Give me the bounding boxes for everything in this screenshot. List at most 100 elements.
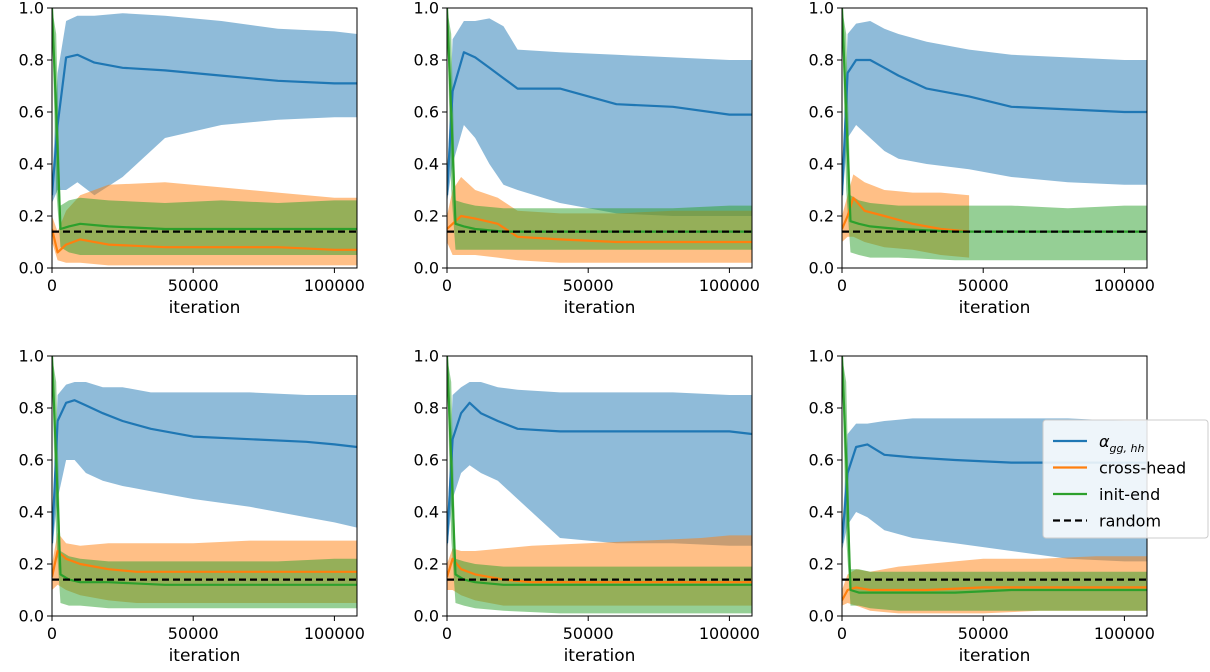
y-tick-label: 0.0 — [809, 259, 834, 278]
init-line — [52, 356, 357, 586]
panel-5: 0.0 0.2 0.4 0.6 0.8 1.0 0 50000 100000 iteration — [414, 347, 760, 667]
alpha-line — [52, 399, 357, 544]
x-tick-label: 0 — [47, 276, 57, 295]
alpha-band — [447, 382, 752, 551]
y-tick-label: 0.8 — [19, 399, 44, 418]
x-tick-label: 50000 — [958, 276, 1009, 295]
y-tick-label: 0.6 — [414, 451, 439, 470]
y-tick-label: 1.0 — [19, 347, 44, 366]
y-tick-label: 0.2 — [809, 207, 834, 226]
x-tick-label: 100000 — [304, 624, 365, 643]
legend-label-init: init-end — [1099, 485, 1160, 504]
x-tick-label: 100000 — [699, 624, 760, 643]
init-band — [842, 356, 1147, 611]
y-tick-label: 0.6 — [19, 451, 44, 470]
y-tick-label: 0.0 — [414, 259, 439, 278]
x-tick-label: 0 — [837, 276, 847, 295]
y-tick-label: 0.4 — [414, 155, 439, 174]
cross-line — [52, 549, 357, 578]
y-tick-label: 0.6 — [809, 103, 834, 122]
legend: αgg, hh cross-head init-end random — [1042, 419, 1209, 539]
init-band — [447, 8, 752, 250]
y-tick-label: 0.2 — [414, 207, 439, 226]
x-tick-label: 0 — [47, 624, 57, 643]
cross-line — [447, 214, 752, 244]
cross-line — [52, 228, 357, 254]
y-tick-label: 0.2 — [809, 555, 834, 574]
x-axis-label: iteration — [564, 646, 636, 666]
alpha-band — [447, 18, 752, 217]
init-line — [842, 356, 1147, 594]
y-tick-label: 0.6 — [19, 103, 44, 122]
x-tick-label: 50000 — [563, 624, 614, 643]
y-tick-label: 0.4 — [809, 155, 834, 174]
y-tick-label: 0.4 — [19, 503, 44, 522]
y-tick-label: 1.0 — [19, 0, 44, 18]
legend-label-cross: cross-head — [1099, 459, 1186, 478]
y-tick-label: 0.8 — [414, 399, 439, 418]
cross-line — [842, 196, 970, 233]
panel-1: 0.0 0.2 0.4 0.6 0.8 1.0 0 50000 100000 iteration — [19, 0, 365, 318]
init-line — [52, 8, 357, 231]
x-axis-label: iteration — [959, 298, 1031, 318]
x-tick-label: 100000 — [1094, 624, 1155, 643]
y-tick-label: 0.2 — [19, 555, 44, 574]
init-band — [447, 356, 752, 614]
x-tick-label: 50000 — [563, 276, 614, 295]
legend-box — [1042, 419, 1209, 539]
x-tick-label: 100000 — [699, 276, 760, 295]
y-tick-label: 0.4 — [414, 503, 439, 522]
plot-area — [447, 356, 752, 614]
init-line — [447, 356, 752, 586]
y-tick-label: 1.0 — [414, 0, 439, 18]
x-axis-label: iteration — [169, 646, 241, 666]
y-tick-label: 0.0 — [19, 259, 44, 278]
alpha-line — [447, 51, 752, 196]
legend-alpha-subscript: gg, hh — [1110, 442, 1145, 455]
alpha-band — [52, 382, 357, 551]
x-axis-label: iteration — [564, 298, 636, 318]
x-tick-label: 0 — [837, 624, 847, 643]
x-axis-label: iteration — [169, 298, 241, 318]
panel-6: 0.0 0.2 0.4 0.6 0.8 1.0 0 50000 100000 iteration α… — [809, 347, 1209, 666]
y-tick-label: 0.6 — [809, 451, 834, 470]
legend-alpha-symbol: α — [1099, 432, 1110, 451]
alpha-band — [842, 21, 1147, 203]
init-band — [842, 8, 1147, 261]
legend-label-alpha: αgg, hh — [1099, 432, 1144, 455]
x-tick-label: 100000 — [1094, 276, 1155, 295]
x-tick-label: 0 — [442, 624, 452, 643]
x-tick-label: 50000 — [958, 624, 1009, 643]
y-tick-label: 0.0 — [19, 607, 44, 626]
cross-line — [842, 586, 1147, 601]
legend-label-random: random — [1099, 512, 1161, 531]
y-tick-label: 0.8 — [809, 399, 834, 418]
x-tick-label: 100000 — [304, 276, 365, 295]
axes-frame — [51, 7, 358, 269]
y-tick-label: 1.0 — [414, 347, 439, 366]
alpha-band — [52, 13, 357, 204]
alpha-line — [842, 58, 1147, 196]
plot-area — [842, 8, 1147, 261]
y-tick-label: 0.2 — [414, 555, 439, 574]
init-band — [52, 8, 357, 255]
y-tick-label: 0.0 — [414, 607, 439, 626]
x-tick-label: 0 — [442, 276, 452, 295]
x-axis-label: iteration — [959, 646, 1031, 666]
plot-area — [447, 8, 752, 263]
y-tick-label: 0.8 — [19, 51, 44, 70]
y-tick-label: 1.0 — [809, 0, 834, 18]
y-tick-label: 1.0 — [809, 347, 834, 366]
panel-3: 0.0 0.2 0.4 0.6 0.8 1.0 0 50000 100000 iteration — [809, 0, 1155, 318]
panel-2: 0.0 0.2 0.4 0.6 0.8 1.0 0 50000 100000 iteration — [414, 0, 760, 318]
alpha-line — [447, 401, 752, 544]
axes-frame — [841, 7, 1148, 269]
x-tick-label: 50000 — [168, 624, 219, 643]
x-tick-label: 50000 — [168, 276, 219, 295]
y-tick-label: 0.6 — [414, 103, 439, 122]
alpha-line — [52, 53, 357, 196]
plot-area — [52, 356, 357, 609]
y-tick-label: 0.2 — [19, 207, 44, 226]
y-tick-label: 0.0 — [809, 607, 834, 626]
